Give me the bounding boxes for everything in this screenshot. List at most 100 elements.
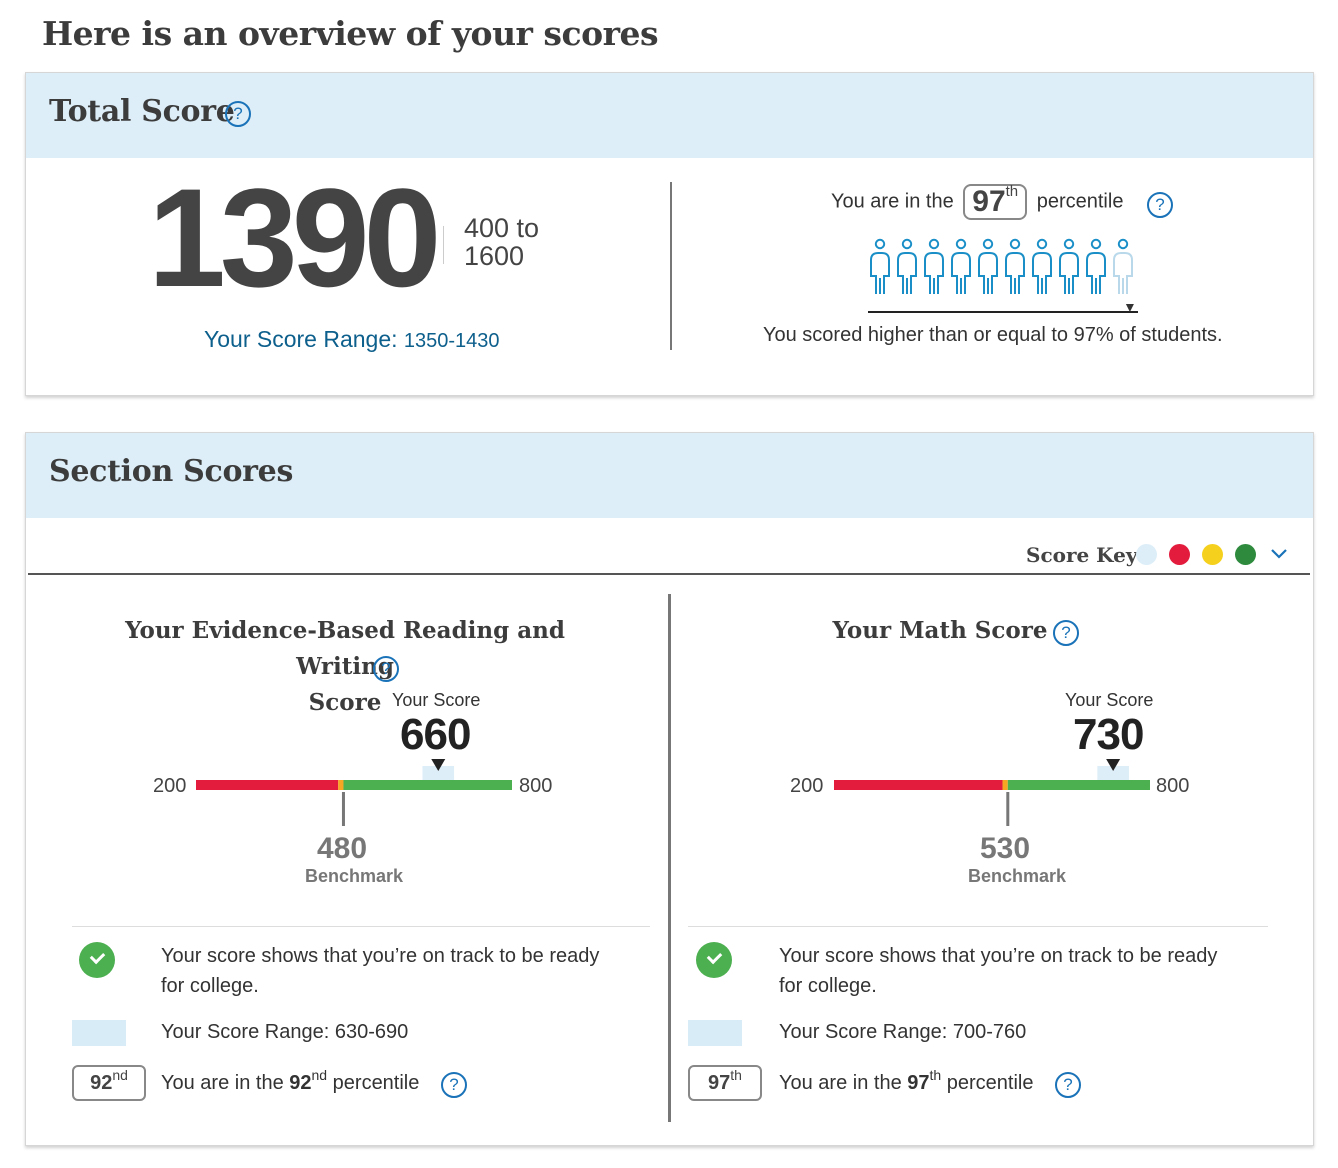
math-yellow-segment: [1002, 780, 1008, 790]
ebrw-range-swatch: [72, 1020, 126, 1046]
percentile-badge-value: 97: [972, 185, 1006, 218]
math-min-label: 200: [790, 775, 824, 797]
math-your-score-value: 730: [1073, 710, 1144, 759]
ebrw-score-marker: [431, 759, 446, 771]
ebrw-status-text: Your score shows that you’re on track to…: [161, 941, 599, 1001]
page-title: Here is an overview of your scores: [42, 14, 659, 53]
person-icon: [1059, 238, 1079, 294]
section-scores-title: Section Scores: [49, 454, 294, 489]
help-circle-icon[interactable]: ?: [1053, 620, 1079, 646]
math-percentile-value: 97: [907, 1072, 930, 1094]
score-key-green-dot: [1235, 544, 1256, 565]
ebrw-percentile-text: You are in the 92nd percentile: [161, 1067, 420, 1098]
check-circle-icon: [79, 942, 115, 978]
score-scale-top: 400 to: [464, 213, 540, 243]
ebrw-your-score-value: 660: [400, 710, 471, 759]
score-range-value: 1350-1430: [403, 330, 500, 352]
person-icon: [1086, 238, 1106, 294]
ebrw-benchmark-value: 480: [317, 832, 368, 865]
ebrw-percentile-badge-value: 92: [90, 1072, 113, 1094]
total-score-range: Your Score Range: 1350-1430: [204, 326, 500, 353]
math-percentile-text: You are in the 97th percentile: [779, 1067, 1034, 1098]
help-circle-icon[interactable]: ?: [225, 101, 251, 127]
section-divider: [668, 594, 671, 1122]
ebrw-percentile-value: 92: [289, 1072, 312, 1094]
math-title: Your Math Score: [700, 613, 1180, 649]
math-status-line2: for college.: [779, 975, 877, 997]
total-score-title: Total Score: [49, 94, 235, 129]
percentile-prefix: You are in the: [831, 190, 954, 213]
math-title-text: Your Math Score: [832, 617, 1048, 644]
ebrw-title-line2: Score: [75, 685, 615, 721]
ebrw-score-bar: [196, 759, 512, 826]
ebrw-title-line1: Your Evidence-Based Reading and Writing: [125, 617, 565, 680]
ebrw-benchmark-tick: [341, 792, 345, 826]
ebrw-percentile-badge: 92nd: [72, 1065, 146, 1101]
ebrw-percentile-sup: nd: [311, 1067, 328, 1083]
math-red-segment: [834, 780, 1003, 790]
ebrw-status-line2: for college.: [161, 975, 259, 997]
score-key-label[interactable]: Score Key: [1026, 543, 1138, 567]
ebrw-red-segment: [196, 780, 339, 790]
math-benchmark-label: Benchmark: [968, 866, 1067, 886]
math-range-text: Your Score Range: 700-760: [779, 1021, 1027, 1043]
math-range-swatch: [688, 1020, 742, 1046]
ebrw-title: Your Evidence-Based Reading and Writing …: [75, 613, 615, 721]
percentile-badge-sup: th: [1005, 183, 1019, 200]
math-percentile-badge-sup: th: [730, 1067, 742, 1083]
help-circle-icon[interactable]: ?: [1147, 192, 1173, 218]
ebrw-percentile-prefix: You are in the: [161, 1072, 284, 1094]
math-percentile-badge-value: 97: [708, 1072, 731, 1094]
math-status-text: Your score shows that you’re on track to…: [779, 941, 1217, 1001]
percentile-suffix: percentile: [1036, 190, 1124, 213]
score-range-label: Your Score Range:: [204, 326, 398, 352]
person-icon: [1032, 238, 1052, 294]
total-score-header: Total Score ?: [26, 73, 1313, 158]
score-scale-bottom: 1600: [464, 241, 525, 271]
score-key-range-dot: [1136, 544, 1157, 565]
ebrw-title-line2-text: Score: [308, 689, 382, 716]
person-icon: [951, 238, 971, 294]
ebrw-range-band: [422, 766, 455, 780]
math-max-label: 800: [1156, 775, 1190, 797]
math-percentile-prefix: You are in the: [779, 1072, 902, 1094]
person-icon: [1113, 238, 1133, 294]
ebrw-separator: [72, 926, 650, 927]
help-circle-icon[interactable]: ?: [441, 1072, 467, 1098]
chevron-down-icon[interactable]: [1269, 546, 1289, 560]
ebrw-benchmark-label: Benchmark: [305, 866, 404, 886]
help-circle-icon[interactable]: ?: [373, 656, 399, 682]
math-percentile-suffix: percentile: [946, 1072, 1034, 1094]
math-percentile-sup: th: [929, 1067, 942, 1083]
total-divider: [670, 182, 672, 350]
math-status-line1: Your score shows that you’re on track to…: [779, 945, 1218, 967]
math-percentile-badge: 97th: [688, 1065, 762, 1101]
math-separator: [688, 926, 1268, 927]
percentile-marker: [1125, 304, 1134, 312]
ebrw-green-segment: [343, 780, 512, 790]
ebrw-max-label: 800: [519, 775, 553, 797]
math-score-bar: [834, 759, 1150, 826]
ebrw-percentile-badge-sup: nd: [112, 1067, 128, 1083]
score-key-yellow-dot: [1202, 544, 1223, 565]
math-benchmark-tick: [1006, 792, 1010, 826]
score-scale: 400 to 1600: [464, 214, 539, 270]
person-icon: [924, 238, 944, 294]
ebrw-percentile-suffix: percentile: [332, 1072, 420, 1094]
ebrw-status-line1: Your score shows that you’re on track to…: [161, 945, 600, 967]
ebrw-yellow-segment: [338, 780, 344, 790]
range-separator: [443, 226, 444, 264]
percentile-description: You scored higher than or equal to 97% o…: [763, 324, 1223, 346]
total-score-card: Total Score ?: [25, 72, 1314, 396]
total-score-value: 1390: [148, 159, 441, 316]
help-circle-icon[interactable]: ?: [1055, 1072, 1081, 1098]
person-icon: [897, 238, 917, 294]
math-benchmark-value: 530: [980, 832, 1031, 865]
score-key-red-dot: [1169, 544, 1190, 565]
check-circle-icon: [696, 942, 732, 978]
percentile-badge: 97th: [963, 183, 1028, 220]
section-scores-header: Section Scores: [26, 433, 1313, 518]
total-percentile-line: You are in the 97th percentile: [831, 183, 1124, 220]
math-score-marker: [1106, 759, 1121, 771]
score-key-divider: [28, 573, 1310, 575]
